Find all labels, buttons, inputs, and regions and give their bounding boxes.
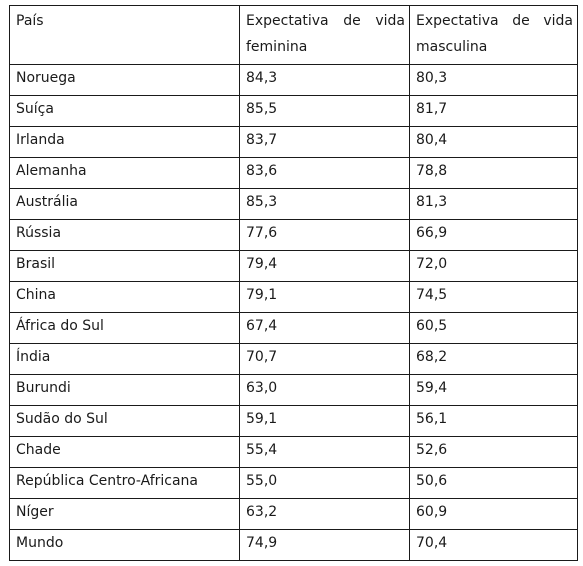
table-row: Alemanha 83,6 78,8 [9,157,578,189]
female-value-cell: 77,6 [239,219,410,251]
table-row: Rússia 77,6 66,9 [9,219,578,251]
country-cell: Sudão do Sul [9,405,240,437]
country-cell: Burundi [9,374,240,406]
female-value-cell: 85,3 [239,188,410,220]
table-row: Noruega 84,3 80,3 [9,64,578,96]
country-cell: Noruega [9,64,240,96]
male-value-cell: 80,4 [409,126,578,158]
country-cell: China [9,281,240,313]
female-value-cell: 83,7 [239,126,410,158]
male-value-cell: 78,8 [409,157,578,189]
table-row: República Centro-Africana 55,0 50,6 [9,467,578,499]
country-cell: Alemanha [9,157,240,189]
table-row: Níger 63,2 60,9 [9,498,578,530]
male-value-cell: 56,1 [409,405,578,437]
female-value-cell: 83,6 [239,157,410,189]
male-value-cell: 81,7 [409,95,578,127]
male-value-cell: 52,6 [409,436,578,468]
female-value-cell: 59,1 [239,405,410,437]
table-header-row: País Expectativa de vida feminina Expect… [9,5,578,65]
female-value-cell: 79,4 [239,250,410,282]
table-row: Mundo 74,9 70,4 [9,529,578,561]
country-cell: África do Sul [9,312,240,344]
country-cell: Índia [9,343,240,375]
male-value-cell: 74,5 [409,281,578,313]
country-cell: Austrália [9,188,240,220]
male-value-cell: 66,9 [409,219,578,251]
female-value-cell: 74,9 [239,529,410,561]
country-cell: Mundo [9,529,240,561]
header-country: País [9,5,240,65]
table-row: China 79,1 74,5 [9,281,578,313]
table-row: Austrália 85,3 81,3 [9,188,578,220]
male-value-cell: 59,4 [409,374,578,406]
female-value-cell: 79,1 [239,281,410,313]
country-cell: Irlanda [9,126,240,158]
table-row: Suíça 85,5 81,7 [9,95,578,127]
female-value-cell: 67,4 [239,312,410,344]
country-cell: Chade [9,436,240,468]
table-row: África do Sul 67,4 60,5 [9,312,578,344]
male-value-cell: 70,4 [409,529,578,561]
table-row: Sudão do Sul 59,1 56,1 [9,405,578,437]
country-cell: Suíça [9,95,240,127]
male-value-cell: 60,9 [409,498,578,530]
country-cell: Níger [9,498,240,530]
female-value-cell: 63,0 [239,374,410,406]
table-row: Índia 70,7 68,2 [9,343,578,375]
male-value-cell: 50,6 [409,467,578,499]
table-row: Brasil 79,4 72,0 [9,250,578,282]
female-value-cell: 85,5 [239,95,410,127]
female-value-cell: 55,4 [239,436,410,468]
header-male-life-expectancy: Expectativa de vida masculina [409,5,578,65]
header-female-life-expectancy: Expectativa de vida feminina [239,5,410,65]
male-value-cell: 80,3 [409,64,578,96]
female-value-cell: 84,3 [239,64,410,96]
table-body: País Expectativa de vida feminina Expect… [9,5,578,561]
male-value-cell: 60,5 [409,312,578,344]
male-value-cell: 68,2 [409,343,578,375]
country-cell: República Centro-Africana [9,467,240,499]
table-row: Chade 55,4 52,6 [9,436,578,468]
table-row: Burundi 63,0 59,4 [9,374,578,406]
female-value-cell: 55,0 [239,467,410,499]
table-row: Irlanda 83,7 80,4 [9,126,578,158]
male-value-cell: 81,3 [409,188,578,220]
country-cell: Brasil [9,250,240,282]
life-expectancy-table: País Expectativa de vida feminina Expect… [9,5,578,561]
female-value-cell: 70,7 [239,343,410,375]
female-value-cell: 63,2 [239,498,410,530]
male-value-cell: 72,0 [409,250,578,282]
country-cell: Rússia [9,219,240,251]
